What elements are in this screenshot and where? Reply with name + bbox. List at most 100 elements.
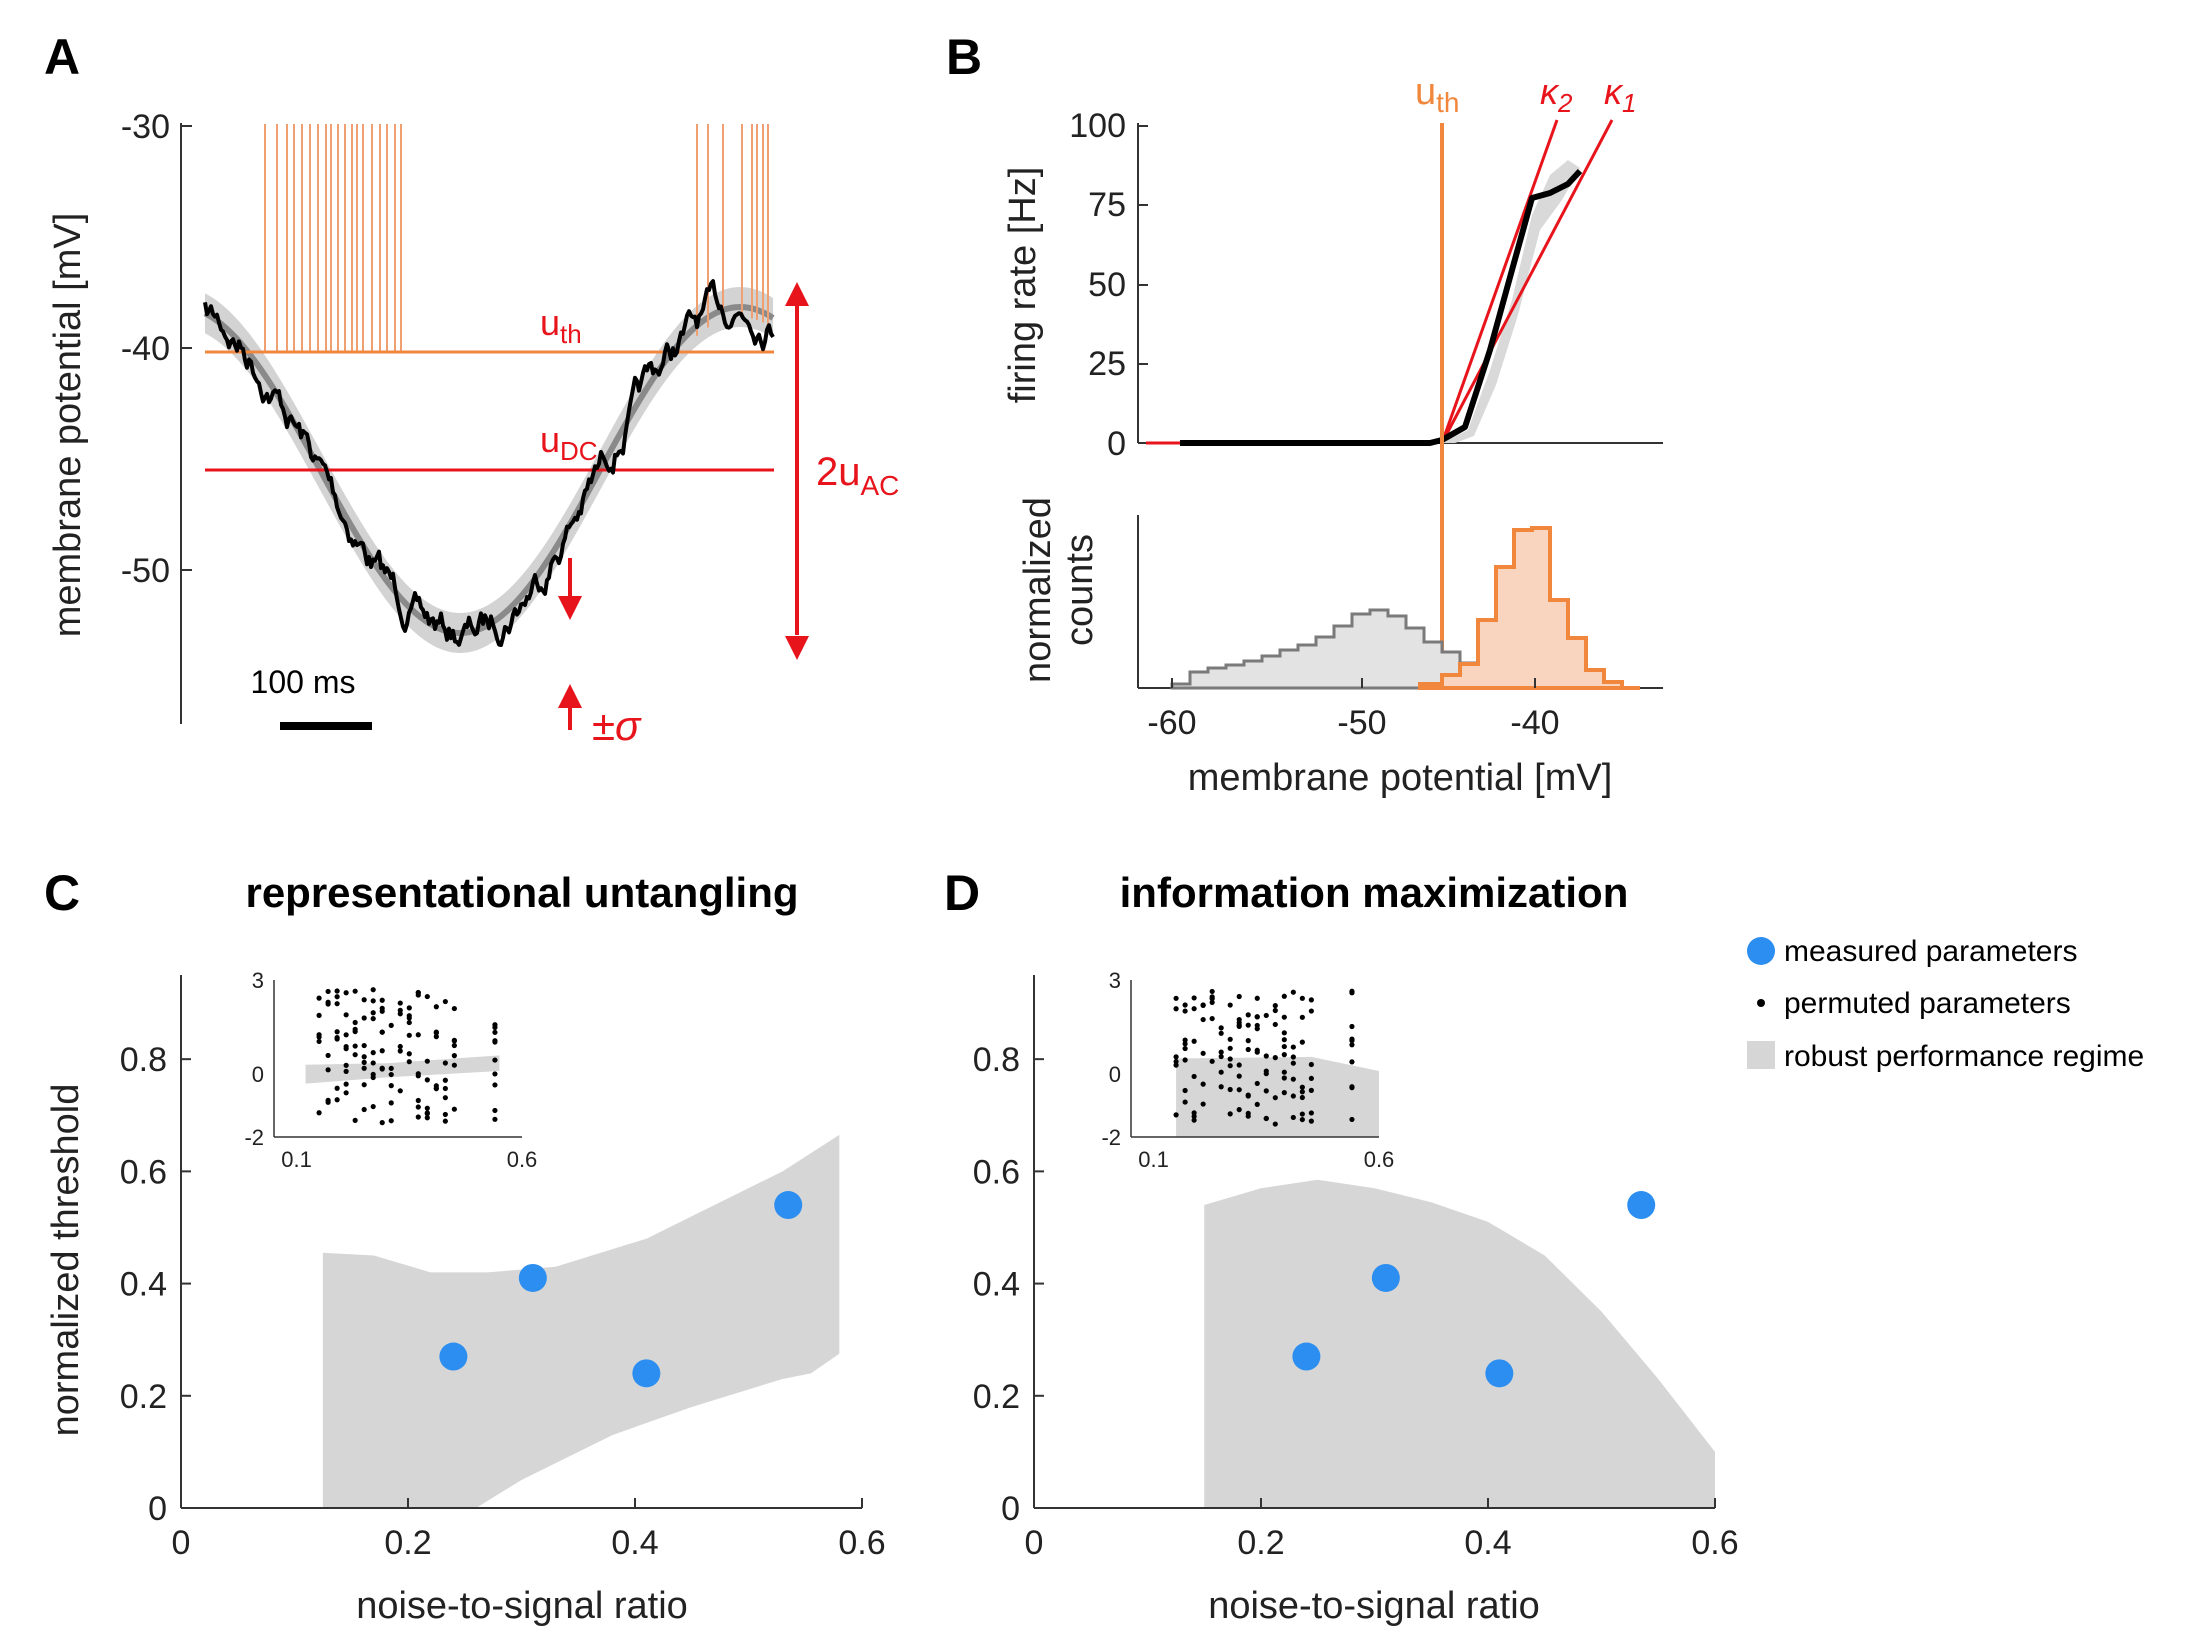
d-measured-points xyxy=(1292,1191,1656,1388)
panel-c: C representational untangling 0 0.2 0.4 0.6… xyxy=(44,865,886,1627)
permuted-point xyxy=(1245,1046,1251,1053)
kappa2-line xyxy=(1440,119,1559,444)
b-ytick-0: 0 xyxy=(1107,425,1126,463)
panel-c-ylabel: normalized threshold xyxy=(45,1084,87,1437)
y-tick-label: 0.2 xyxy=(120,1378,167,1416)
y-tick-label: 0.4 xyxy=(973,1266,1020,1304)
permuted-point xyxy=(379,1048,385,1054)
permuted-point xyxy=(1209,1015,1215,1022)
y-tick-label: 0 xyxy=(1001,1490,1020,1528)
d-inset: 3 0 -2 0.1 0.6 xyxy=(1101,968,1394,1172)
permuted-point xyxy=(397,1007,403,1013)
y-tick-label: 0.8 xyxy=(120,1041,167,1079)
permuted-point xyxy=(1263,1012,1269,1019)
permuted-point xyxy=(492,1039,498,1045)
permuted-point xyxy=(1349,1059,1355,1065)
c-inset: 3 0 -2 0.1 0.6 xyxy=(244,968,537,1172)
permuted-point xyxy=(1254,1014,1260,1020)
legend-permuted-marker xyxy=(1757,999,1765,1007)
permuted-point xyxy=(415,1104,421,1110)
permuted-point xyxy=(1308,1087,1314,1093)
permuted-point xyxy=(424,1077,430,1083)
permuted-point xyxy=(1182,1002,1188,1008)
permuted-point xyxy=(1349,1023,1355,1030)
permuted-point xyxy=(442,1118,448,1124)
measured-point xyxy=(518,1263,547,1292)
permuted-point xyxy=(1263,1088,1269,1094)
permuted-point xyxy=(370,987,376,993)
permuted-point xyxy=(433,1034,439,1040)
permuted-point xyxy=(343,1012,349,1018)
inset-y-tick-label: 3 xyxy=(252,968,264,993)
permuted-point xyxy=(361,1059,367,1065)
permuted-point xyxy=(415,1097,421,1104)
permuted-point xyxy=(1254,1080,1260,1087)
permuted-point xyxy=(316,1038,322,1045)
panel-a-ylabel: membrane potential [mV] xyxy=(47,213,89,638)
kappa1-label: κ1 xyxy=(1604,71,1636,118)
permuted-point xyxy=(424,993,430,1000)
permuted-point xyxy=(334,994,340,1000)
x-tick-label: 0.4 xyxy=(611,1524,658,1562)
permuted-point xyxy=(415,1032,421,1038)
permuted-point xyxy=(1236,1020,1242,1026)
permuted-point xyxy=(442,998,448,1005)
c-robust-region xyxy=(322,1134,840,1508)
panel-b-ylabel-bottom-2: counts xyxy=(1059,534,1101,646)
y-tick-label: 0 xyxy=(148,1490,167,1528)
permuted-point xyxy=(1281,1075,1287,1081)
permuted-point xyxy=(1227,1045,1233,1051)
measured-point xyxy=(439,1342,468,1371)
permuted-point xyxy=(334,1085,340,1091)
measured-point xyxy=(1292,1342,1321,1371)
permuted-point xyxy=(1200,1016,1206,1023)
permuted-point xyxy=(406,1005,412,1011)
permuted-point xyxy=(1200,1050,1206,1056)
permuted-point xyxy=(1272,1121,1278,1127)
permuted-point xyxy=(1191,1110,1197,1116)
b-ytick-75: 75 xyxy=(1088,186,1126,224)
permuted-point xyxy=(1245,1093,1251,1099)
permuted-point xyxy=(397,1043,403,1050)
permuted-point xyxy=(334,1029,340,1035)
permuted-point xyxy=(352,1052,358,1058)
panel-b-xlabel: membrane potential [mV] xyxy=(1188,757,1613,799)
permuted-point xyxy=(370,1016,376,1022)
permuted-point xyxy=(316,995,322,1001)
permuted-point xyxy=(1245,1038,1251,1044)
permuted-point xyxy=(352,1117,358,1123)
permuted-point xyxy=(1299,1116,1305,1123)
permuted-point xyxy=(361,1106,367,1113)
permuted-point xyxy=(406,1015,412,1021)
permuted-point xyxy=(1254,1049,1260,1055)
permuted-point xyxy=(1182,1045,1188,1052)
permuted-point xyxy=(1218,1084,1224,1090)
permuted-point xyxy=(1299,1039,1305,1045)
x-tick-label: 0.2 xyxy=(384,1524,431,1562)
inset-x-tick-label: 0.6 xyxy=(1364,1147,1395,1172)
permuted-point xyxy=(433,1086,439,1092)
permuted-point xyxy=(1227,1063,1233,1069)
permuted-point xyxy=(316,1012,322,1018)
permuted-point xyxy=(451,1053,457,1059)
permuted-point xyxy=(343,990,349,996)
panel-a-ytick-40: -40 xyxy=(121,330,170,368)
permuted-point xyxy=(397,1000,403,1006)
permuted-point xyxy=(397,1088,403,1094)
permuted-point xyxy=(379,1029,385,1035)
permuted-point xyxy=(379,1066,385,1072)
permuted-point xyxy=(1263,1068,1269,1074)
permuted-point xyxy=(1182,1057,1188,1063)
permuted-point xyxy=(1236,993,1242,1000)
measured-point xyxy=(1371,1263,1400,1292)
permuted-point xyxy=(388,1083,394,1089)
panel-d-title: information maximization xyxy=(1120,869,1629,916)
permuted-point xyxy=(370,998,376,1004)
permuted-point xyxy=(1281,1037,1287,1043)
permuted-point xyxy=(1209,1058,1215,1064)
permuted-point xyxy=(334,1001,340,1007)
permuted-point xyxy=(1227,1111,1233,1117)
permuted-point xyxy=(1173,1006,1179,1012)
permuted-point xyxy=(343,1068,349,1074)
permuted-point xyxy=(379,1120,385,1126)
